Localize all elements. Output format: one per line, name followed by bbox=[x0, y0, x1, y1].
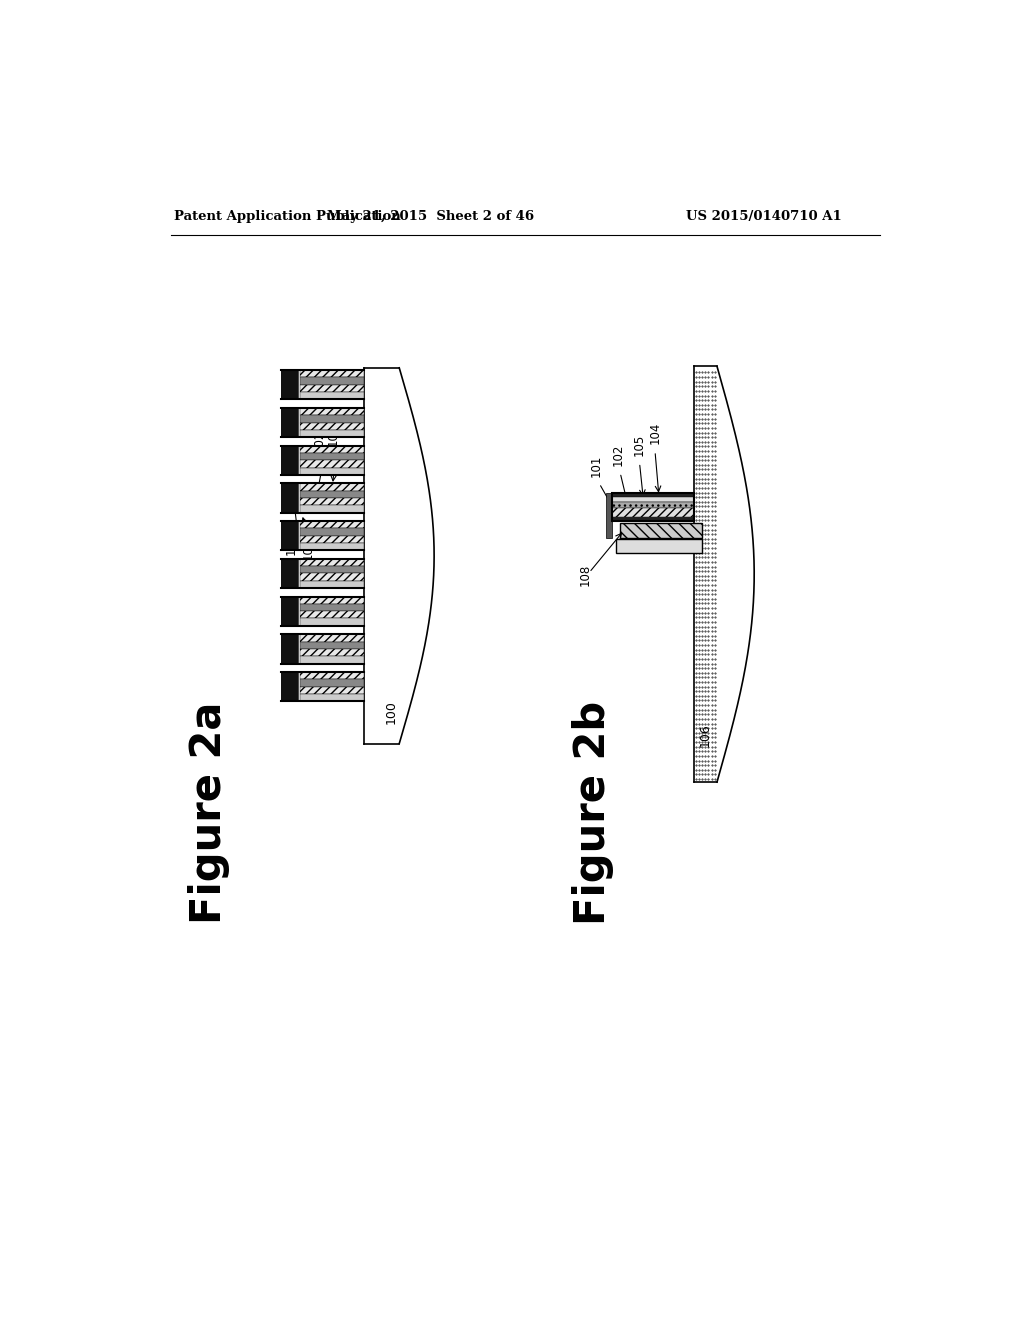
Text: 102: 102 bbox=[611, 444, 625, 466]
Bar bbox=[281, 408, 298, 437]
Bar bbox=[300, 408, 365, 416]
Bar bbox=[281, 483, 298, 512]
Bar bbox=[300, 422, 365, 430]
Bar bbox=[300, 506, 365, 512]
Bar bbox=[612, 494, 693, 521]
Bar bbox=[300, 370, 365, 378]
Text: 105: 105 bbox=[633, 433, 646, 455]
Bar bbox=[612, 498, 693, 502]
Bar bbox=[300, 528, 365, 536]
Text: Figure 2a: Figure 2a bbox=[188, 702, 230, 924]
Bar bbox=[298, 521, 300, 550]
Text: May 21, 2015  Sheet 2 of 46: May 21, 2015 Sheet 2 of 46 bbox=[327, 210, 534, 223]
Bar bbox=[298, 483, 300, 512]
Bar bbox=[281, 558, 298, 589]
Bar bbox=[298, 635, 300, 664]
Text: 108: 108 bbox=[579, 564, 592, 586]
Bar bbox=[365, 368, 399, 743]
Bar bbox=[300, 467, 365, 475]
Bar bbox=[300, 619, 365, 626]
Bar bbox=[300, 453, 365, 461]
Text: Patent Application Publication: Patent Application Publication bbox=[174, 210, 401, 223]
Bar bbox=[298, 370, 300, 400]
Bar bbox=[300, 483, 365, 491]
Text: 100: 100 bbox=[385, 700, 398, 723]
Bar bbox=[298, 597, 300, 626]
Bar bbox=[281, 597, 298, 626]
Bar bbox=[300, 385, 365, 392]
Bar bbox=[281, 672, 298, 701]
Bar bbox=[300, 491, 365, 498]
Bar bbox=[300, 694, 365, 701]
Bar bbox=[300, 597, 365, 603]
Bar bbox=[300, 430, 365, 437]
Bar bbox=[300, 446, 365, 453]
Bar bbox=[300, 686, 365, 694]
Bar bbox=[298, 446, 300, 475]
Bar bbox=[300, 635, 365, 642]
Bar bbox=[612, 494, 693, 498]
Bar bbox=[300, 543, 365, 550]
Bar bbox=[612, 517, 693, 521]
Bar bbox=[612, 502, 693, 508]
Bar bbox=[300, 498, 365, 506]
Text: Figure 2b: Figure 2b bbox=[572, 701, 614, 925]
Text: 101: 101 bbox=[590, 454, 602, 477]
Bar bbox=[300, 461, 365, 467]
Bar bbox=[300, 581, 365, 589]
Text: 107: 107 bbox=[327, 424, 340, 446]
Bar bbox=[300, 378, 365, 385]
Text: 106: 106 bbox=[698, 723, 712, 747]
Text: 104: 104 bbox=[648, 421, 662, 444]
Bar bbox=[300, 566, 365, 573]
Bar bbox=[281, 635, 298, 664]
Bar bbox=[693, 367, 717, 781]
Text: US 2015/0140710 A1: US 2015/0140710 A1 bbox=[686, 210, 842, 223]
Bar bbox=[298, 408, 300, 437]
Bar bbox=[281, 370, 298, 400]
Bar bbox=[281, 446, 298, 475]
Text: 102: 102 bbox=[313, 430, 326, 453]
Bar bbox=[300, 656, 365, 664]
Bar bbox=[300, 611, 365, 619]
Polygon shape bbox=[693, 367, 755, 781]
Bar bbox=[300, 521, 365, 528]
Text: 103: 103 bbox=[285, 533, 297, 554]
Bar bbox=[281, 521, 298, 550]
Bar bbox=[300, 536, 365, 543]
Bar bbox=[300, 416, 365, 422]
Bar bbox=[300, 649, 365, 656]
Bar bbox=[300, 573, 365, 581]
Bar bbox=[616, 539, 701, 553]
Bar bbox=[298, 558, 300, 589]
Bar bbox=[606, 494, 612, 539]
Bar bbox=[300, 603, 365, 611]
Bar bbox=[300, 558, 365, 566]
Bar bbox=[298, 672, 300, 701]
Bar bbox=[612, 508, 693, 517]
Bar bbox=[621, 523, 701, 539]
Bar bbox=[300, 672, 365, 680]
Bar bbox=[300, 642, 365, 649]
Polygon shape bbox=[365, 368, 434, 743]
Bar bbox=[300, 680, 365, 686]
Text: 108: 108 bbox=[301, 539, 314, 560]
Bar bbox=[300, 392, 365, 400]
